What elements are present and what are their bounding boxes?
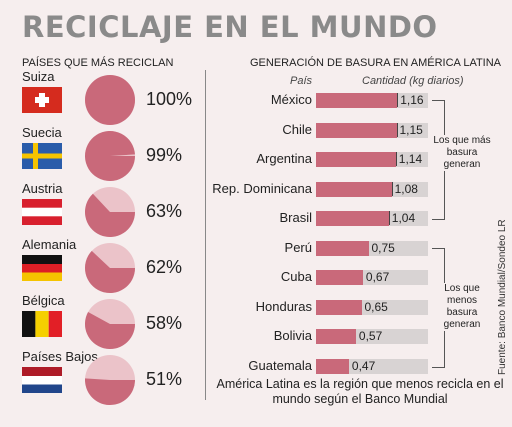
pie-paises-bajos: [85, 355, 135, 406]
country-name-suiza: Suiza: [22, 69, 55, 84]
pie-label-suiza: 100%: [146, 89, 193, 109]
flag-suiza-icon: [22, 87, 62, 113]
pie-suiza: [85, 75, 135, 125]
bar-value-rep-dominicana: 1,08: [391, 181, 418, 196]
country-name-paises-bajos: Países Bajos: [22, 349, 98, 364]
pie-suecia: [85, 131, 135, 182]
pie-slice-paises-bajos: [85, 378, 135, 406]
pie-label-belgica: 58%: [146, 313, 183, 333]
bar-value-peru: 0,75: [371, 240, 395, 255]
country-name-austria: Austria: [22, 181, 63, 196]
pie-alemania: [84, 243, 135, 294]
page-title: RECICLAJE EN EL MUNDO: [22, 10, 438, 44]
pie-label-austria: 63%: [146, 201, 183, 221]
bar-category-rep-dominicana: Rep. Dominicana: [212, 180, 312, 196]
country-name-belgica: Bélgica: [22, 293, 65, 308]
bar-chile: [316, 122, 397, 138]
bar-value-mexico: 1,16: [397, 93, 424, 107]
group-label-most: Los que más basura generan: [432, 135, 492, 171]
bar-track-argentina: [316, 152, 428, 167]
pie-austria: [85, 187, 135, 238]
bar-brasil: [316, 211, 389, 226]
bar-honduras: [316, 299, 362, 315]
country-name-alemania: Alemania: [22, 237, 77, 252]
bar-track-cuba: [316, 270, 428, 285]
bar-rep-dominicana: [316, 181, 392, 197]
bar-value-brasil: 1,04: [388, 211, 415, 225]
bar-value-argentina: 1,14: [395, 152, 422, 166]
country-name-suecia: Suecia: [22, 125, 62, 140]
pie-slice-belgica: [85, 311, 135, 349]
flag-austria-icon: [22, 199, 62, 225]
bar-value-chile: 1,15: [396, 122, 423, 137]
bar-value-guatemala: 0,47: [351, 358, 376, 373]
bar-category-guatemala: Guatemala: [248, 357, 312, 373]
country-column-header: País: [290, 75, 313, 87]
bar-track-chile: [316, 122, 428, 138]
bar-value-honduras: 0,65: [364, 299, 388, 314]
bar-category-cuba: Cuba: [280, 269, 312, 284]
right-section-title: GENERACIÓN DE BASURA EN AMÉRICA LATINA: [250, 57, 502, 69]
bar-category-mexico: México: [270, 92, 312, 107]
bar-category-chile: Chile: [282, 121, 312, 137]
flag-alemania-icon: [22, 255, 62, 281]
bar-cuba: [316, 270, 363, 285]
bar-track-guatemala: [316, 358, 428, 374]
pie-slice-alemania: [84, 250, 135, 294]
bar-track-peru: [316, 240, 428, 256]
source-note: Fuente: Banco Mundial/Sondeo LR: [497, 219, 508, 375]
pie-label-suecia: 99%: [146, 145, 183, 165]
bar-category-peru: Perú: [284, 239, 312, 255]
bar-category-honduras: Honduras: [255, 298, 312, 314]
quantity-column-header: Cantidad (kg diarios): [362, 75, 464, 87]
bar-category-argentina: Argentina: [256, 151, 312, 166]
bar-value-cuba: 0,67: [365, 270, 390, 284]
pie-slice-suiza: [85, 75, 135, 125]
bar-track-honduras: [316, 299, 428, 315]
group-label-least: Los que menos basura generan: [432, 282, 492, 331]
pie-slice-suecia: [85, 131, 135, 182]
section-divider: [205, 70, 206, 400]
pie-belgica: [85, 299, 135, 349]
bar-track-brasil: [316, 211, 428, 226]
bar-peru: [316, 240, 369, 256]
pie-label-alemania: 62%: [146, 257, 183, 277]
bar-guatemala: [316, 358, 349, 374]
bar-track-rep-dominicana: [316, 181, 428, 197]
bar-mexico: [316, 93, 398, 108]
bar-argentina: [316, 152, 396, 167]
pie-slice-austria: [85, 193, 135, 238]
flag-suecia-icon: [22, 143, 62, 169]
bar-category-bolivia: Bolivia: [273, 328, 312, 343]
flag-paises-bajos-icon: [22, 367, 62, 393]
bar-track-bolivia: [316, 329, 428, 344]
pie-label-paises-bajos: 51%: [146, 369, 183, 389]
bar-bolivia: [316, 329, 356, 344]
bar-value-bolivia: 0,57: [358, 329, 383, 343]
bar-track-mexico: [316, 93, 428, 108]
footnote: América Latina es la región que menos re…: [216, 377, 504, 406]
left-section-title: PAÍSES QUE MÁS RECICLAN: [22, 57, 174, 69]
bar-category-brasil: Brasil: [279, 210, 312, 225]
flag-belgica-icon: [22, 311, 62, 337]
